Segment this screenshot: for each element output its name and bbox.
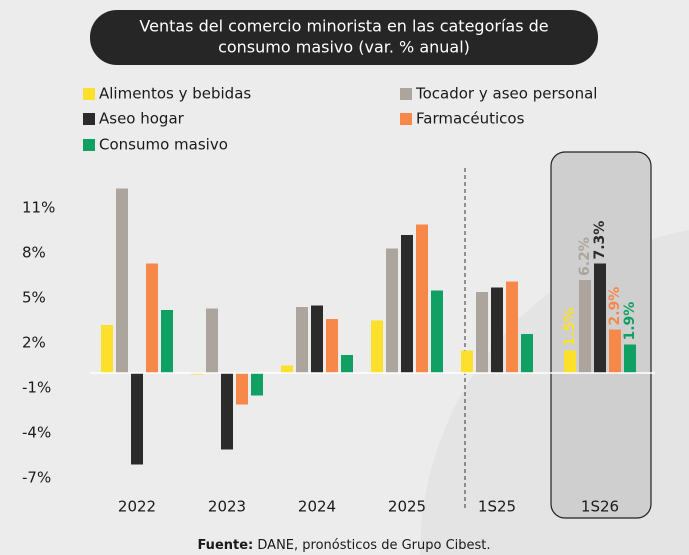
source-label: Fuente: bbox=[197, 538, 253, 553]
bar bbox=[146, 263, 158, 373]
bar bbox=[564, 350, 576, 373]
bar bbox=[341, 355, 353, 373]
bar bbox=[594, 263, 606, 373]
legend-swatch bbox=[400, 88, 412, 100]
legend-swatch bbox=[83, 139, 95, 151]
bar bbox=[101, 325, 113, 373]
bar bbox=[311, 305, 323, 373]
bar bbox=[161, 310, 173, 373]
value-label: 2.9% bbox=[607, 287, 623, 326]
x-tick-label: 2025 bbox=[388, 498, 426, 516]
bar bbox=[461, 350, 473, 373]
bar bbox=[579, 280, 591, 373]
value-label: 1.9% bbox=[622, 302, 638, 341]
bar bbox=[206, 308, 218, 373]
bar bbox=[281, 365, 293, 373]
legend-swatch bbox=[83, 88, 95, 100]
y-tick-label: 8% bbox=[22, 244, 46, 262]
source-text: DANE, pronósticos de Grupo Cibest. bbox=[257, 538, 490, 553]
x-tick-label: 2023 bbox=[208, 498, 246, 516]
bar bbox=[221, 373, 233, 450]
bar bbox=[386, 248, 398, 373]
bar bbox=[506, 281, 518, 373]
source: Fuente: DANE, pronósticos de Grupo Cibes… bbox=[197, 538, 490, 553]
value-label: 6.2% bbox=[577, 237, 593, 276]
value-label: 7.3% bbox=[592, 221, 608, 260]
y-tick-label: 5% bbox=[22, 289, 46, 307]
bar bbox=[521, 334, 533, 373]
bar bbox=[326, 319, 338, 373]
x-tick-label: 2024 bbox=[298, 498, 336, 516]
x-tick-label: 2022 bbox=[118, 498, 156, 516]
legend-swatch bbox=[400, 113, 412, 125]
x-tick-label: 1S26 bbox=[581, 498, 619, 516]
bar bbox=[116, 188, 128, 373]
bar bbox=[431, 290, 443, 373]
bar bbox=[131, 373, 143, 465]
y-tick-label: -4% bbox=[22, 424, 51, 442]
value-label: 1.5% bbox=[562, 308, 578, 347]
bar bbox=[476, 292, 488, 373]
bar bbox=[416, 224, 428, 373]
legend-label: Aseo hogar bbox=[99, 110, 185, 128]
legend-label: Consumo masivo bbox=[99, 136, 228, 154]
legend-label: Alimentos y bebidas bbox=[99, 85, 251, 103]
bar bbox=[251, 373, 263, 396]
y-tick-label: -7% bbox=[22, 469, 51, 487]
chart-title: Ventas del comercio minorista en las cat… bbox=[139, 17, 548, 36]
legend-label: Tocador y aseo personal bbox=[415, 85, 597, 103]
bar bbox=[236, 373, 248, 405]
title-box bbox=[90, 10, 598, 65]
legend-swatch bbox=[83, 113, 95, 125]
bar bbox=[296, 307, 308, 373]
y-tick-label: 11% bbox=[22, 199, 55, 217]
bar bbox=[624, 344, 636, 373]
bar bbox=[609, 329, 621, 373]
y-tick-label: 2% bbox=[22, 334, 46, 352]
bar bbox=[491, 287, 503, 373]
y-tick-label: -1% bbox=[22, 379, 51, 397]
bar bbox=[371, 320, 383, 373]
x-tick-label: 1S25 bbox=[478, 498, 516, 516]
legend-label: Farmacéuticos bbox=[416, 110, 525, 128]
chart-title: consumo masivo (var. % anual) bbox=[218, 38, 470, 57]
bar bbox=[401, 235, 413, 373]
